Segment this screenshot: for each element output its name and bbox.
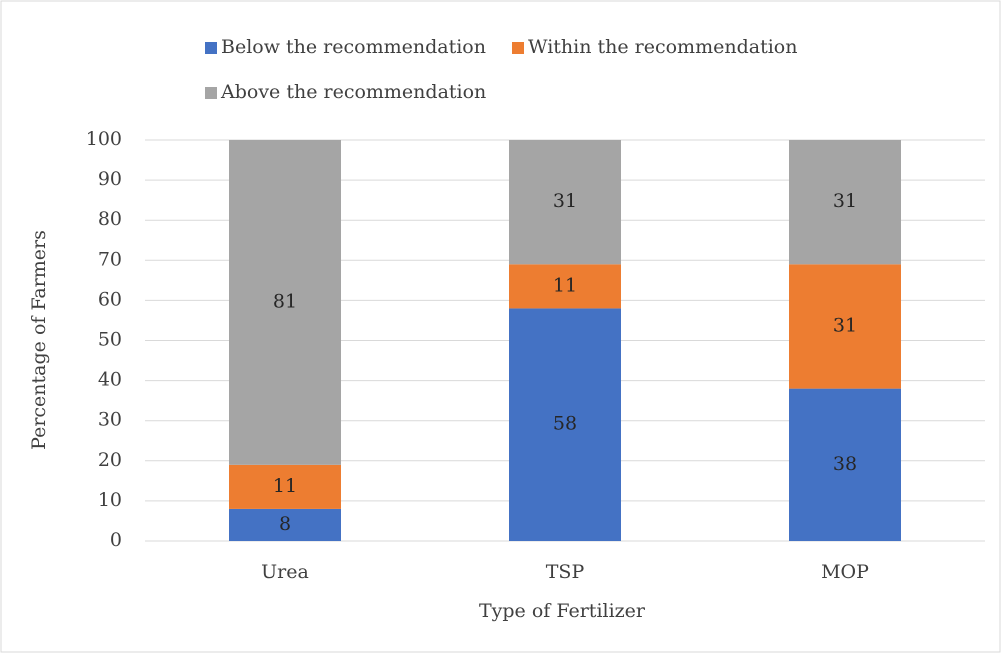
y-tick-label: 90 — [98, 168, 122, 190]
bar-segment — [509, 140, 621, 265]
y-tick-label: 50 — [98, 329, 122, 351]
y-tick-label: 20 — [98, 449, 122, 471]
legend-label: Within the recommendation — [528, 36, 797, 58]
bar-segment — [789, 388, 901, 541]
data-label: 31 — [833, 190, 857, 212]
y-axis-label: Percentage of Farmers — [28, 230, 50, 450]
data-label: 8 — [279, 513, 291, 535]
y-tick-label: 0 — [110, 529, 122, 551]
y-tick-label: 10 — [98, 489, 122, 511]
bar-segment — [229, 508, 341, 541]
bar-segment — [789, 140, 901, 265]
data-label: 11 — [273, 475, 297, 497]
data-label: 81 — [273, 290, 297, 312]
x-tick-label: Urea — [261, 561, 309, 583]
bar-segment — [509, 308, 621, 541]
legend-swatch — [512, 42, 524, 54]
legend-swatch — [205, 87, 217, 99]
legend-swatch — [205, 42, 217, 54]
bar-segment — [229, 464, 341, 509]
y-tick-label: 100 — [86, 128, 122, 150]
x-tick-label: TSP — [546, 561, 585, 583]
bar-segment — [229, 140, 341, 465]
y-tick-label: 30 — [98, 409, 122, 431]
y-tick-label: 80 — [98, 208, 122, 230]
y-tick-label: 70 — [98, 248, 122, 270]
data-label: 11 — [553, 274, 577, 296]
y-tick-label: 40 — [98, 369, 122, 391]
bar-segment — [509, 264, 621, 309]
data-label: 38 — [833, 453, 857, 475]
data-label: 31 — [553, 190, 577, 212]
data-label: 31 — [833, 314, 857, 336]
y-tick-label: 60 — [98, 288, 122, 310]
legend-label: Below the recommendation — [221, 36, 486, 58]
x-tick-label: MOP — [821, 561, 869, 583]
x-axis-label: Type of Fertilizer — [479, 600, 646, 622]
data-label: 58 — [553, 413, 577, 435]
legend-label: Above the recommendation — [220, 81, 486, 103]
bar-segment — [789, 264, 901, 389]
